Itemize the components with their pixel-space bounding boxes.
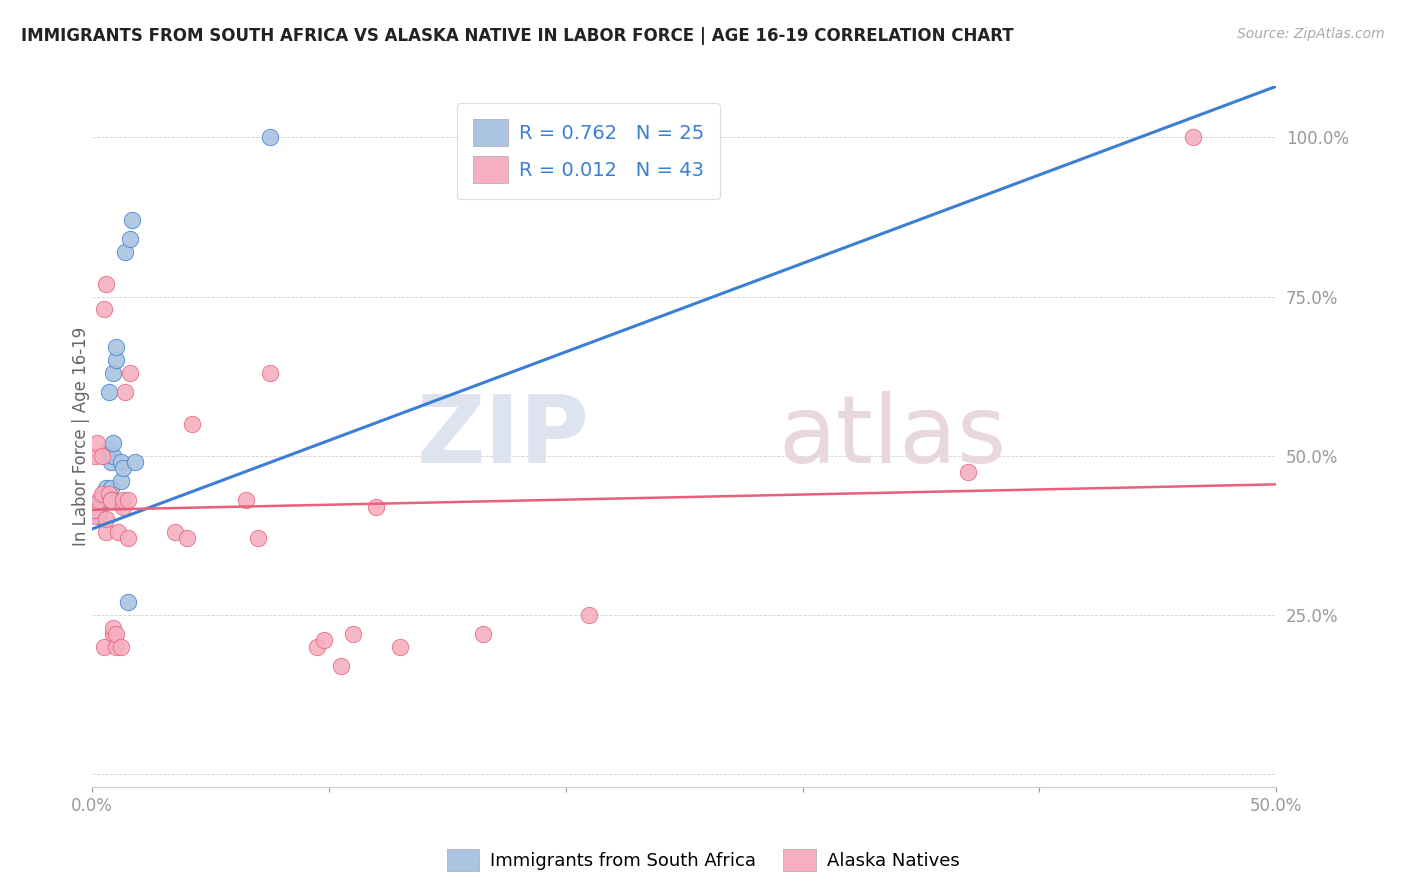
Point [96,525,118,540]
Point [957,465,980,479]
Point [103,436,125,450]
Legend: Immigrants from South Africa, Alaska Natives: Immigrants from South Africa, Alaska Nat… [440,842,966,879]
Point [104,353,127,368]
Point [86,436,108,450]
Point [120,366,142,380]
Point [83,503,105,517]
Point [100,493,122,508]
Point [97,384,120,399]
Point [100,493,122,508]
Point [89,503,111,517]
Y-axis label: In Labor Force | Age 16-19: In Labor Force | Age 16-19 [72,327,90,546]
Point [103,627,125,641]
Point [104,627,127,641]
Point [96,512,118,526]
Point [235,493,257,508]
Point [96,481,118,495]
Point [124,455,146,469]
Point [114,384,136,399]
Point [111,500,134,514]
Point [96,449,118,463]
Point [104,341,127,355]
Point [117,595,139,609]
Point [83,509,105,524]
Point [471,627,494,641]
Point [90,449,112,463]
Point [103,366,125,380]
Point [89,493,111,508]
Point [121,213,143,227]
Point [90,493,112,508]
Point [165,525,187,540]
Point [89,509,111,524]
Text: atlas: atlas [779,391,1007,483]
Point [96,277,118,291]
Point [366,500,388,514]
Legend: R = 0.762   N = 25, R = 0.012   N = 43: R = 0.762 N = 25, R = 0.012 N = 43 [457,103,720,199]
Point [103,621,125,635]
Point [259,130,281,145]
Point [97,442,120,457]
Point [329,658,352,673]
Point [103,449,125,463]
Text: ZIP: ZIP [416,391,589,483]
Point [176,532,198,546]
Point [97,487,120,501]
Point [314,633,336,648]
Point [90,487,112,501]
Point [117,493,139,508]
Text: IMMIGRANTS FROM SOUTH AFRICA VS ALASKA NATIVE IN LABOR FORCE | AGE 16-19 CORRELA: IMMIGRANTS FROM SOUTH AFRICA VS ALASKA N… [21,27,1014,45]
Point [100,455,122,469]
Point [93,640,115,654]
Point [93,302,115,317]
Point [578,607,600,622]
Point [89,496,111,510]
Point [246,532,269,546]
Text: Source: ZipAtlas.com: Source: ZipAtlas.com [1237,27,1385,41]
Point [388,640,411,654]
Point [104,640,127,654]
Point [111,461,134,475]
Point [120,232,142,246]
Point [307,640,329,654]
Point [111,493,134,508]
Point [114,244,136,259]
Point [110,455,132,469]
Point [110,640,132,654]
Point [110,474,132,488]
Point [1182,130,1205,145]
Point [100,481,122,495]
Point [83,449,105,463]
Point [259,366,281,380]
Point [93,487,115,501]
Point [117,532,139,546]
Point [107,525,129,540]
Point [342,627,364,641]
Point [180,417,202,431]
